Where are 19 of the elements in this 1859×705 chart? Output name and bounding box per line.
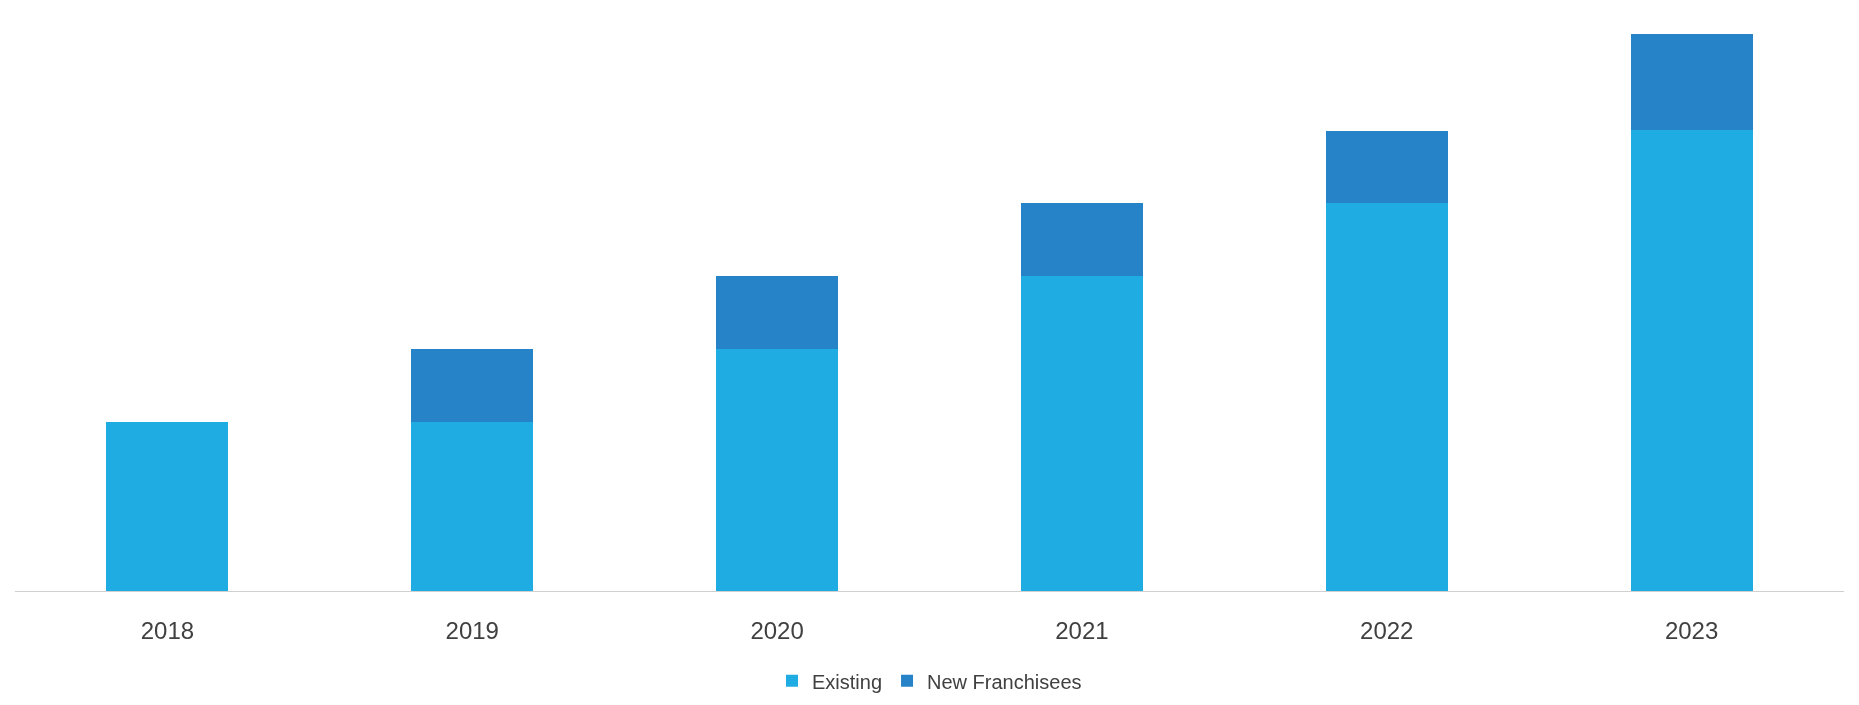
bar [716, 276, 839, 350]
bar [1630, 34, 1753, 131]
legend-label: Existing [812, 670, 883, 693]
bar [1020, 202, 1143, 276]
bar [106, 422, 229, 591]
x-tick-label: 2018 [140, 616, 195, 644]
legend-label: New Franchisees [927, 670, 1082, 693]
bar [411, 349, 534, 423]
x-tick-label: 2020 [750, 616, 804, 644]
x-tick-label: 2023 [1664, 616, 1719, 644]
bar [716, 349, 839, 591]
x-tick-label: 2021 [1055, 616, 1109, 644]
bar [1325, 131, 1448, 203]
bar [1630, 130, 1753, 591]
bar [411, 422, 534, 591]
bar [1020, 275, 1143, 591]
x-tick-label: 2022 [1360, 616, 1414, 644]
bar [1325, 202, 1448, 591]
x-tick-label: 2019 [445, 616, 499, 644]
